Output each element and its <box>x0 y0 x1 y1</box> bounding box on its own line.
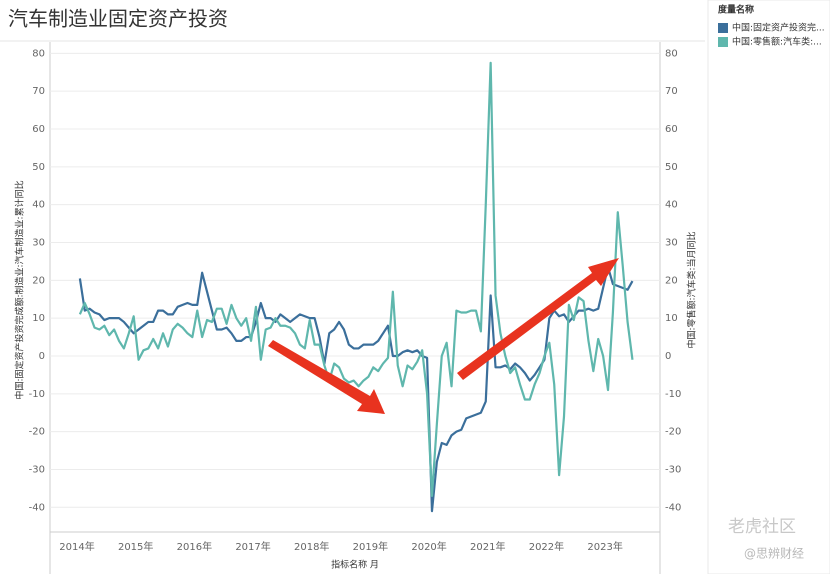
y2-tick-label: 10 <box>665 313 678 324</box>
y2-tick-label: -20 <box>665 427 681 438</box>
y-tick-label: 70 <box>32 86 45 97</box>
y2-tick-label: 50 <box>665 162 678 173</box>
x-tick-label: 2015年 <box>118 540 153 553</box>
arrow <box>268 340 385 414</box>
watermark: 老虎社区 <box>728 517 796 537</box>
x-tick-label: 2023年 <box>587 540 622 553</box>
legend-swatch <box>718 23 728 33</box>
y-tick-label: -20 <box>29 427 45 438</box>
arrow <box>457 258 619 380</box>
series-line <box>78 61 634 498</box>
x-tick-label: 2022年 <box>529 540 564 553</box>
legend-swatch <box>718 37 728 47</box>
chart-title: 汽车制造业固定资产投资 <box>8 7 228 31</box>
legend-label: 中国:固定资产投资完... <box>732 22 825 34</box>
x-tick-label: 2019年 <box>353 540 388 553</box>
y2-tick-label: 0 <box>665 351 671 362</box>
y2-tick-label: -40 <box>665 502 681 513</box>
x-tick-label: 2017年 <box>235 540 270 553</box>
y-tick-label: 30 <box>32 237 45 248</box>
y2-tick-label: 60 <box>665 124 678 135</box>
legend-label: 中国:零售额:汽车类:... <box>732 36 822 48</box>
y-tick-label: -10 <box>29 389 45 400</box>
y-tick-label: 0 <box>39 351 45 362</box>
x-tick-label: 2014年 <box>59 540 94 553</box>
y-tick-label: 10 <box>32 313 45 324</box>
x-tick-label: 2016年 <box>177 540 212 553</box>
y2-tick-label: 80 <box>665 48 678 59</box>
x-tick-label: 2020年 <box>411 540 446 553</box>
y2-tick-label: 70 <box>665 86 678 97</box>
y2-tick-label: 30 <box>665 237 678 248</box>
y-tick-label: 40 <box>32 200 45 211</box>
y2-axis-title: 中国:零售额:汽车类:当月同比 <box>686 231 698 348</box>
y-axis-title: 中国:固定资产投资完成额:制造业:汽车制造业:累计同比 <box>14 180 26 399</box>
legend-title: 度量名称 <box>718 4 754 16</box>
y2-tick-label: -30 <box>665 464 681 475</box>
series-line <box>78 265 634 513</box>
y-tick-label: -40 <box>29 502 45 513</box>
y2-tick-label: -10 <box>665 389 681 400</box>
y2-tick-label: 40 <box>665 200 678 211</box>
y-tick-label: 20 <box>32 275 45 286</box>
y-tick-label: 80 <box>32 48 45 59</box>
y-tick-label: 60 <box>32 124 45 135</box>
y-tick-label: -30 <box>29 464 45 475</box>
watermark-author: @思辨财经 <box>744 547 804 561</box>
legend-panel <box>707 0 830 574</box>
y-tick-label: 50 <box>32 162 45 173</box>
x-tick-label: 2021年 <box>470 540 505 553</box>
y2-tick-label: 20 <box>665 275 678 286</box>
x-tick-label: 2018年 <box>294 540 329 553</box>
x-axis-title: 指标名称 月 <box>331 559 379 571</box>
